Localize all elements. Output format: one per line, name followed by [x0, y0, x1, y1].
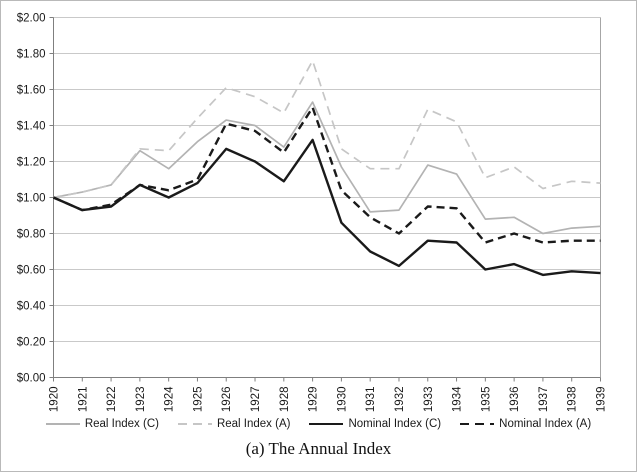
legend-item-real-index-a: Real Index (A)	[177, 418, 291, 430]
x-tick-label: 1922	[106, 387, 118, 413]
x-tick-label: 1929	[308, 387, 320, 413]
series-line-real-index-a	[53, 59, 601, 199]
legend-label: Nominal Index (A)	[499, 418, 592, 430]
x-tick-label: 1924	[164, 386, 176, 412]
x-tick-label: 1939	[596, 387, 608, 413]
x-tick-label: 1938	[567, 387, 579, 413]
x-tick-label: 1937	[538, 387, 550, 413]
x-tick-label: 1930	[336, 387, 348, 413]
legend-line-sample-nominal-index-a	[460, 423, 495, 425]
y-tick-label: $1.80	[17, 49, 46, 61]
x-tick-label: 1936	[509, 387, 521, 413]
x-tick-label: 1925	[192, 387, 204, 413]
legend-line-sample-real-index-c	[45, 423, 80, 425]
legend-label: Nominal Index (C)	[348, 418, 442, 430]
legend-label: Real Index (A)	[216, 418, 291, 430]
series-line-nominal-index-c	[53, 138, 601, 277]
x-tick-label: 1921	[77, 387, 89, 413]
series-line-nominal-index-a	[53, 106, 601, 244]
x-tick-label: 1920	[49, 387, 61, 413]
x-tick-label: 1935	[480, 387, 492, 413]
legend-item-real-index-c: Real Index (C)	[45, 418, 159, 430]
y-tick-label: $0.40	[17, 301, 46, 313]
y-tick-label: $1.60	[17, 85, 46, 97]
x-tick-label: 1931	[365, 387, 377, 413]
series-line-real-index-c	[53, 101, 601, 235]
legend-item-nominal-index-a: Nominal Index (A)	[460, 418, 591, 430]
x-tick-label: 1932	[394, 387, 406, 413]
x-tick-label: 1927	[250, 387, 262, 413]
y-tick-label: $0.80	[17, 229, 46, 241]
y-tick-label: $1.40	[17, 121, 46, 133]
chart-legend: Real Index (C) Real Index (A) Nominal Inde…	[1, 418, 636, 430]
y-tick-label: $1.00	[17, 193, 46, 205]
y-tick-label: $0.20	[17, 337, 46, 349]
y-tick-label: $0.60	[17, 265, 46, 277]
legend-line-sample-nominal-index-c	[309, 423, 344, 425]
x-tick-label: 1923	[135, 387, 147, 413]
y-tick-label: $0.00	[17, 373, 46, 385]
y-tick-label: $2.00	[17, 13, 46, 25]
x-tick-label: 1928	[279, 387, 291, 413]
legend-label: Real Index (C)	[84, 418, 159, 430]
y-tick-label: $1.20	[17, 157, 46, 169]
legend-item-nominal-index-c: Nominal Index (C)	[309, 418, 441, 430]
chart-caption: (a) The Annual Index	[245, 439, 392, 458]
x-tick-label: 1926	[221, 387, 233, 413]
x-tick-label: 1933	[423, 387, 435, 413]
x-tick-label: 1934	[452, 386, 464, 412]
legend-line-sample-real-index-a	[177, 423, 212, 425]
